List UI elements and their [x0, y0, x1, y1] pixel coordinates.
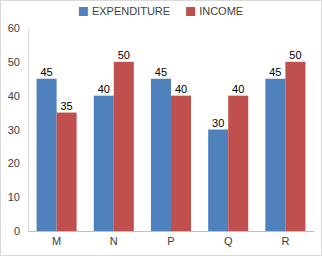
y-tick: 30 — [8, 124, 28, 136]
chart-frame — [1, 1, 322, 256]
legend-swatch — [186, 7, 195, 16]
legend-item: EXPENDITURE — [79, 5, 170, 17]
x-axis-line — [29, 231, 315, 232]
bar — [114, 62, 134, 231]
y-tick-label: 30 — [8, 124, 20, 136]
x-tick: M — [52, 231, 61, 247]
bar — [94, 96, 114, 231]
data-label: 50 — [118, 49, 130, 61]
data-label: 45 — [155, 66, 167, 78]
y-tick-label: 40 — [8, 90, 20, 102]
bar — [208, 130, 228, 232]
bar — [265, 79, 285, 231]
bar — [57, 113, 77, 231]
x-tick: P — [167, 231, 174, 247]
data-labels: 45 40 45 30 45 35 50 40 40 50 — [40, 49, 301, 129]
x-tick-label: M — [52, 235, 61, 247]
y-tick: 20 — [8, 157, 28, 169]
x-tick-label: Q — [224, 235, 233, 247]
x-tick-label: P — [167, 235, 174, 247]
bar — [285, 62, 305, 231]
legend-label: EXPENDITURE — [92, 5, 170, 17]
y-axis: 0 10 20 30 40 50 60 — [8, 22, 29, 237]
data-label: 40 — [175, 83, 187, 95]
bar-series — [37, 79, 286, 231]
x-tick-label: N — [110, 235, 118, 247]
y-tick-label: 20 — [8, 157, 20, 169]
legend: EXPENDITURE INCOME — [79, 5, 243, 17]
y-tick: 0 — [14, 225, 28, 237]
x-tick-label: R — [281, 235, 289, 247]
y-tick-label: 0 — [14, 225, 20, 237]
y-tick: 50 — [8, 56, 28, 68]
bar — [151, 79, 171, 231]
legend-item: INCOME — [186, 5, 243, 17]
x-tick: Q — [224, 231, 233, 247]
y-tick-label: 50 — [8, 56, 20, 68]
x-axis: MNPQR — [29, 231, 315, 247]
y-tick-label: 60 — [8, 22, 20, 34]
chart: 0 10 20 30 40 50 60 M N P Q R 45 40 45 30 45 35 50 40 40 50 EX… — [0, 0, 322, 256]
bar — [228, 96, 248, 231]
y-tick: 60 — [8, 22, 28, 34]
data-label: 40 — [98, 83, 110, 95]
data-label: 30 — [212, 117, 224, 129]
data-label: 35 — [60, 100, 72, 112]
data-label: 40 — [232, 83, 244, 95]
bar — [171, 96, 191, 231]
y-axis-line — [28, 29, 29, 232]
legend-swatch — [79, 7, 88, 16]
bar — [37, 79, 57, 231]
bars — [37, 62, 306, 231]
y-tick: 10 — [8, 191, 28, 203]
bar-series — [57, 62, 306, 231]
data-label: 45 — [40, 66, 52, 78]
x-tick: N — [110, 231, 118, 247]
data-label: 50 — [289, 49, 301, 61]
x-tick: R — [281, 231, 289, 247]
data-label: 45 — [269, 66, 281, 78]
plot: 0 10 20 30 40 50 60 M N P Q R 45 40 45 30 45 35 50 40 40 50 — [8, 22, 315, 247]
legend-label: INCOME — [199, 5, 243, 17]
y-tick-label: 10 — [8, 191, 20, 203]
y-tick: 40 — [8, 90, 28, 102]
